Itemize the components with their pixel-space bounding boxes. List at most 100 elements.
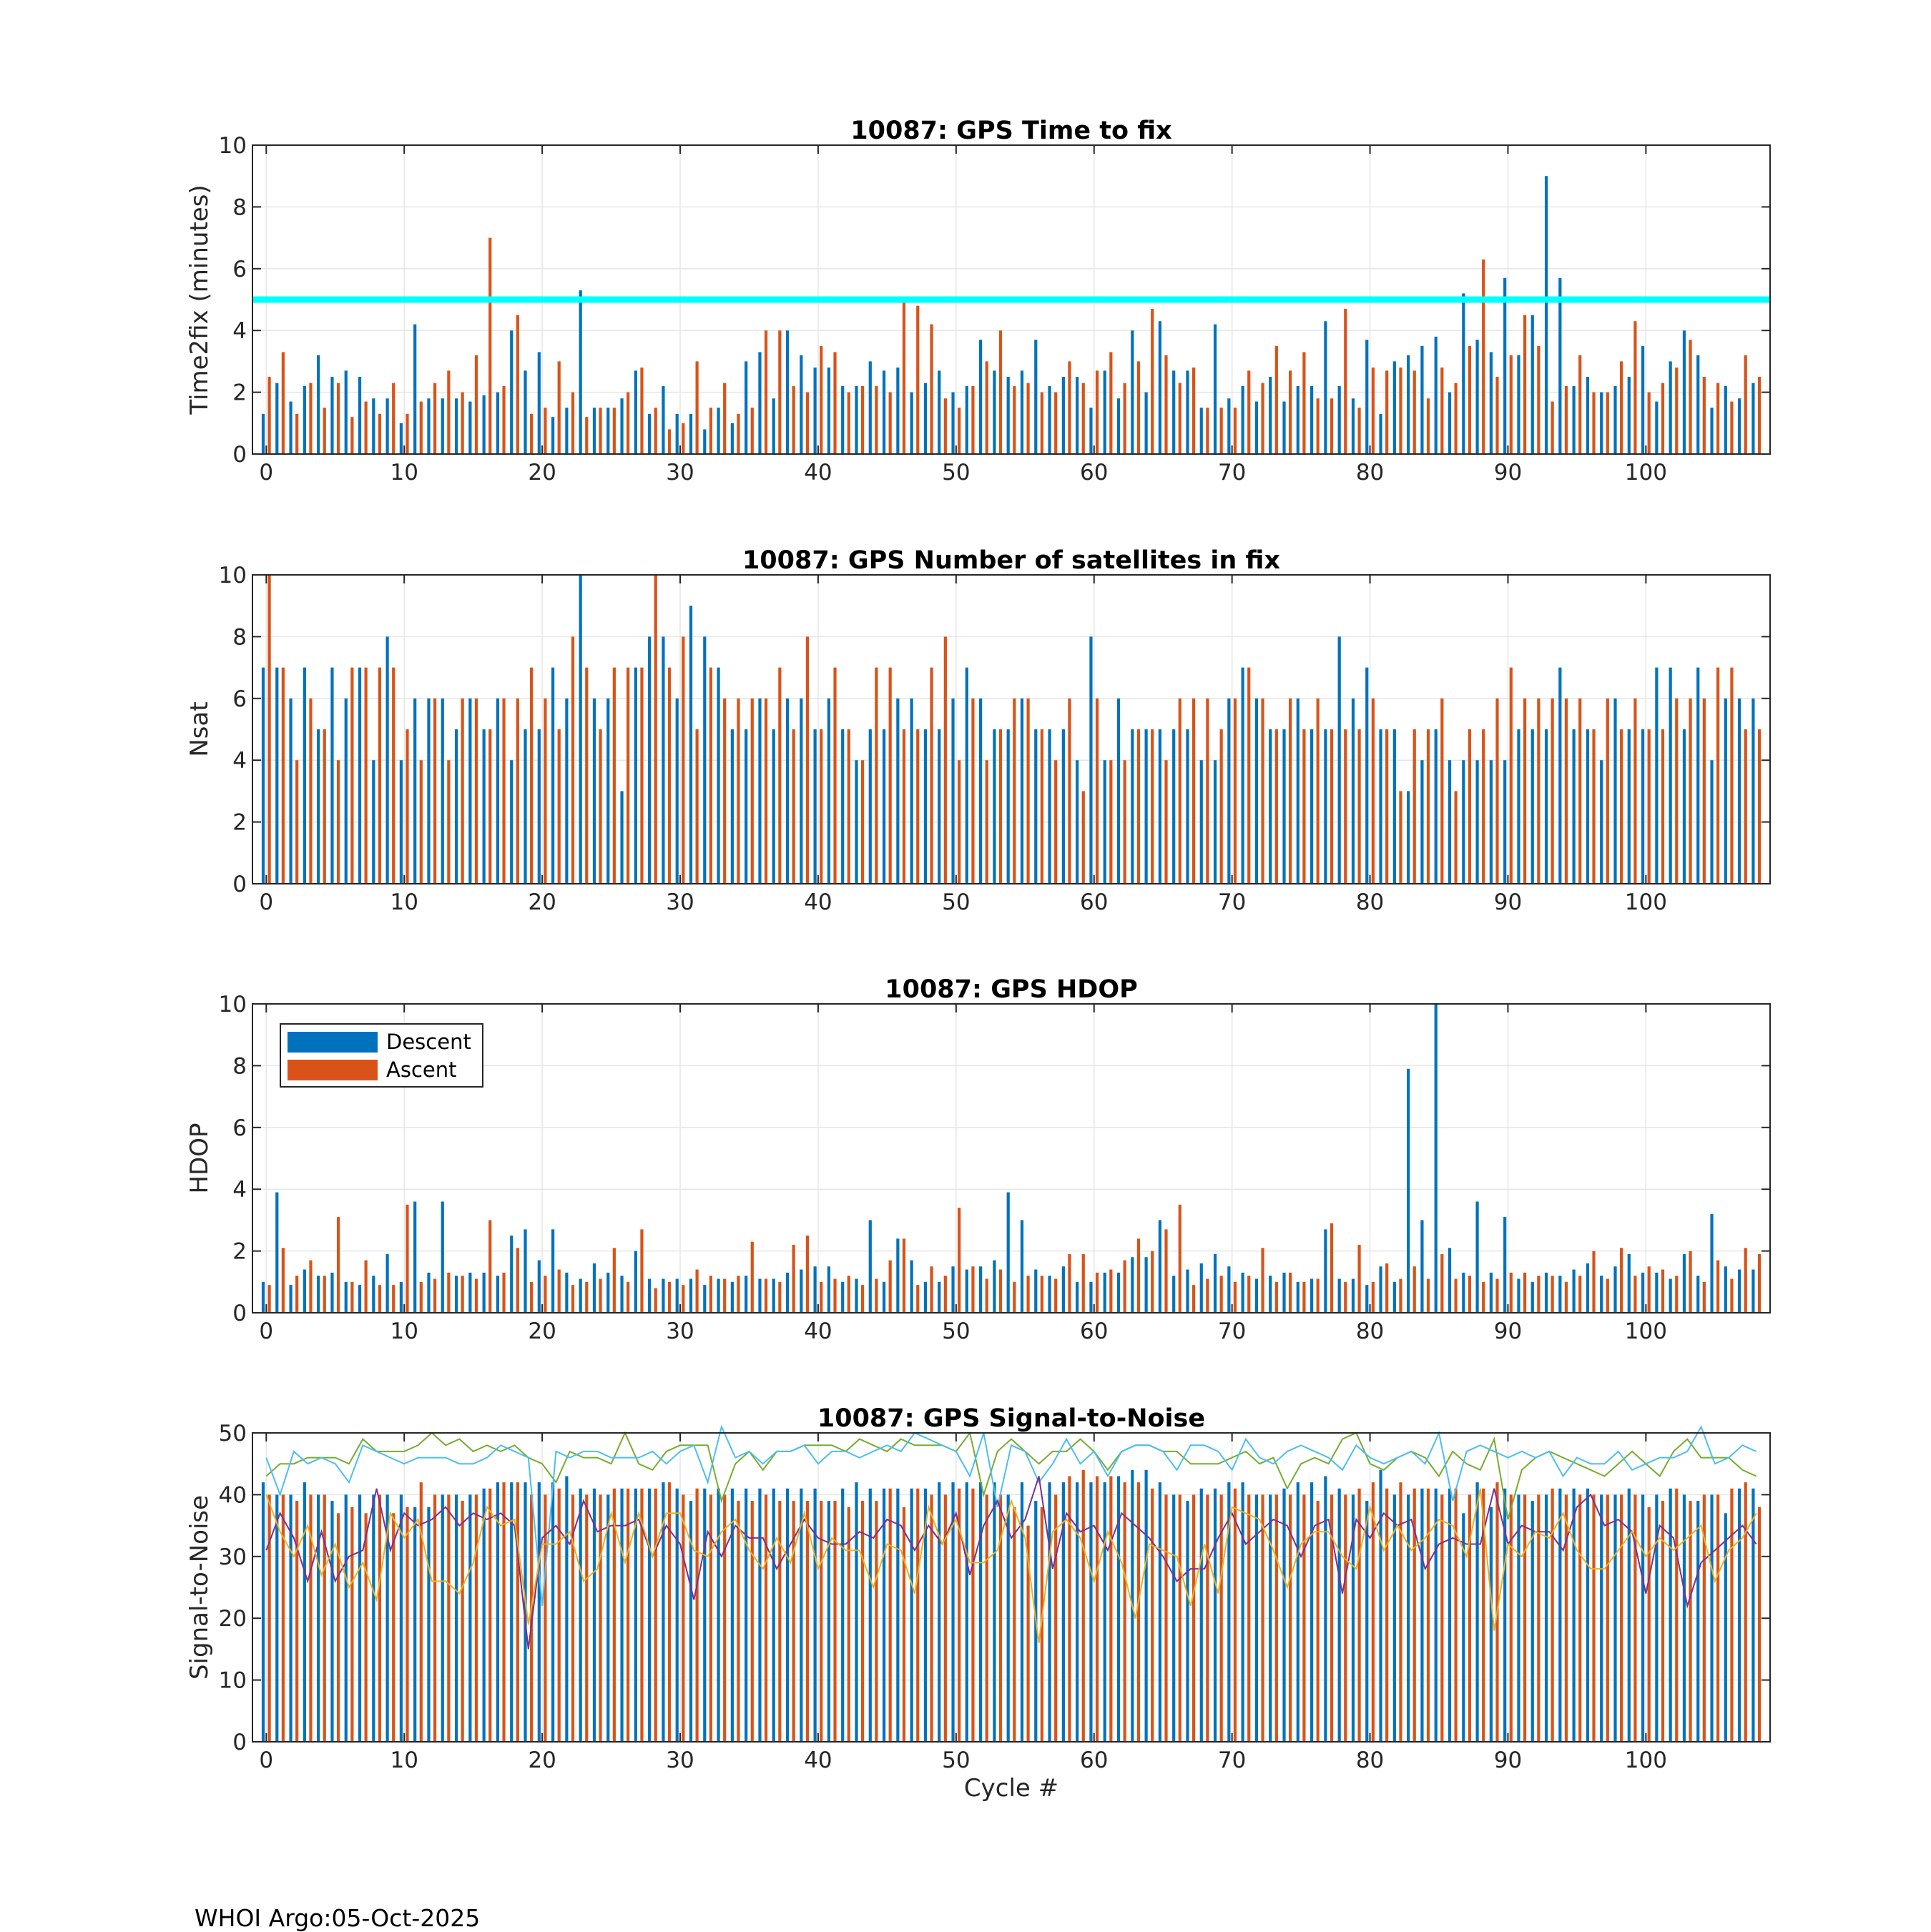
x-tick-label: 30 [666,889,694,915]
ascent-bar [764,1278,768,1313]
ascent-bar [1261,698,1264,884]
x-tick-label: 40 [804,460,832,486]
ascent-bar [612,1488,616,1742]
descent-bar [1530,1501,1534,1742]
ascent-bar [640,667,644,884]
descent-bar [1006,729,1010,884]
ascent-bar [1509,1272,1513,1313]
descent-bar [1116,698,1121,884]
ascent-bar [1095,1272,1099,1313]
descent-bar [620,1276,624,1313]
descent-bar [510,330,514,454]
axes-box [252,574,1771,884]
ascent-bar [392,383,395,454]
ascent-bar [654,408,657,454]
descent-bar [551,417,555,454]
ascent-bar [419,1482,423,1742]
descent-bar [579,575,582,884]
descent-bar [1158,321,1161,454]
x-tick-label: 20 [528,889,556,915]
ascent-bar [336,1217,340,1313]
y-tick-label: 10 [219,133,247,159]
descent-bar [565,1476,569,1742]
descent-bar [648,1488,652,1742]
x-tick-label: 40 [804,1748,832,1773]
descent-bar [1282,401,1286,454]
ascent-bar [599,729,602,884]
ascent-bar [378,413,382,454]
descent-bar [289,401,293,454]
snr-line [265,1488,1757,1643]
ascent-bar [640,1488,644,1742]
descent-bar [454,1494,458,1742]
x-tick-label: 80 [1356,889,1384,915]
ascent-bar [474,355,478,454]
descent-bar [330,377,334,454]
descent-bar [1116,398,1121,454]
ascent-bar [1537,1276,1541,1313]
descent-bar [855,1278,858,1313]
descent-bar [1144,1469,1148,1742]
descent-bar [648,636,652,884]
descent-bar [537,1260,541,1313]
ascent-bar [723,383,727,454]
descent-bar [1324,729,1327,884]
ascent-bar [1151,729,1154,884]
ascent-bar [1426,1488,1430,1742]
descent-bar [524,370,527,454]
descent-bar [358,1494,362,1742]
ascent-bar [985,1494,988,1742]
ascent-bar [723,1494,727,1742]
x-tick-label: 0 [259,1748,273,1773]
descent-bar [1310,1482,1314,1742]
descent-bar [1517,1278,1520,1313]
descent-bar [1434,729,1438,884]
ascent-bar [1661,729,1665,884]
ascent-bar [682,636,685,884]
ascent-bar [392,667,395,884]
ascent-bar [667,1482,672,1742]
ascent-bar [1289,1272,1292,1313]
descent-bar [496,1482,500,1742]
ascent-bar [1054,392,1058,454]
ascent-bar [1040,1276,1043,1313]
descent-bar [951,698,955,884]
ascent-bar [1551,698,1554,884]
descent-bar [1627,1253,1631,1313]
descent-bar [772,729,775,884]
ascent-bar [1675,698,1679,884]
ascent-bar [1371,1281,1375,1313]
axes-box [252,144,1771,455]
descent-bar [717,1278,720,1313]
ascent-bar [1330,1223,1334,1313]
ascent-bar [985,1278,988,1313]
x-tick-label: 20 [528,1319,556,1344]
ascent-bar [350,417,354,454]
ascent-bar [309,1260,313,1313]
descent-bar [1034,1269,1038,1313]
descent-bar [1310,1278,1314,1313]
ascent-bar [530,1494,534,1742]
ascent-bar [309,383,313,454]
descent-bar [1489,1507,1493,1742]
descent-bar [303,1482,306,1742]
descent-bar [372,398,375,454]
ascent-bar [447,760,451,884]
descent-bar [689,1501,693,1742]
descent-bar [841,729,845,884]
ascent-bar [1592,729,1596,884]
descent-bar [592,1488,596,1742]
descent-bar [372,760,375,884]
descent-bar [785,698,790,884]
descent-bar [1365,340,1369,454]
ascent-bar [1206,1494,1209,1742]
y-tick-label: 6 [232,1115,247,1141]
descent-bar [592,1263,596,1313]
descent-bar [1158,1482,1161,1742]
descent-bar [896,1488,900,1742]
descent-bar [413,324,417,454]
descent-bar [1269,1494,1272,1742]
descent-bar [1061,1482,1065,1742]
ascent-bar [1482,729,1485,884]
